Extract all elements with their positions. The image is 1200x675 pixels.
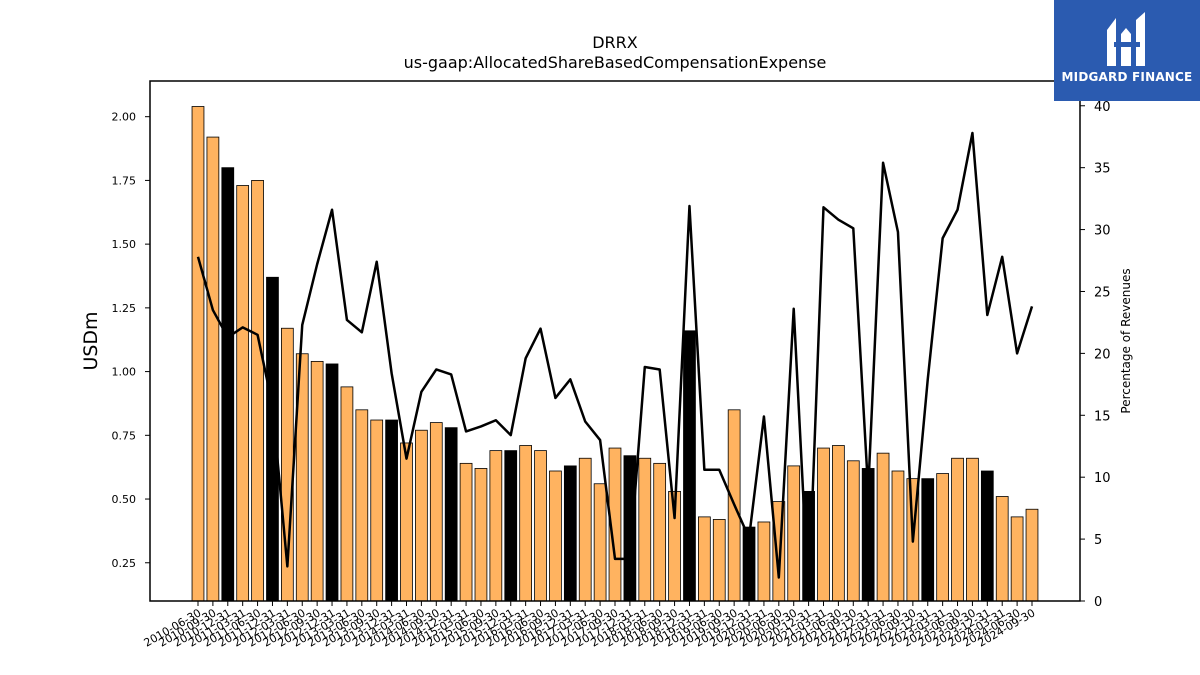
bar xyxy=(593,483,607,602)
y-tick-label: 1.00 xyxy=(112,366,137,379)
bar xyxy=(757,521,771,602)
bar xyxy=(385,419,398,602)
percentage-line xyxy=(196,131,1034,602)
bar xyxy=(310,360,324,602)
bar xyxy=(832,445,845,602)
bar xyxy=(459,462,473,602)
bar xyxy=(787,465,801,602)
bar xyxy=(519,445,533,602)
bar xyxy=(1010,516,1024,602)
y2-tick-label: 35 xyxy=(1094,162,1111,177)
x-axis: 2010-06-302010-09-302010-12-312011-03-31… xyxy=(142,601,1038,650)
bar xyxy=(698,516,711,602)
midgard-finance-logo: MIDGARD FINANCE xyxy=(1054,0,1200,101)
bar xyxy=(683,330,696,602)
bar xyxy=(191,106,205,602)
bar xyxy=(638,457,652,602)
bar xyxy=(876,452,890,602)
bar xyxy=(549,470,562,602)
chart-title: DRRX xyxy=(592,33,638,52)
y2-tick-label: 0 xyxy=(1094,595,1102,610)
y-tick-label: 1.25 xyxy=(112,302,137,315)
y-axis-right: 0 5 10 15 20 25 30 35 40 xyxy=(1080,100,1111,610)
y-tick-label: 1.50 xyxy=(112,238,137,251)
y2-tick-label: 40 xyxy=(1094,100,1111,115)
bar xyxy=(891,470,905,602)
bar xyxy=(221,167,235,602)
y-axis-label: USDm xyxy=(80,311,102,370)
bar xyxy=(370,419,384,602)
bar xyxy=(712,519,726,602)
bar xyxy=(980,470,994,602)
y-axis-left: 0.25 0.50 0.75 1.00 1.25 1.50 1.75 2.00 xyxy=(112,111,150,570)
y2-tick-label: 20 xyxy=(1094,347,1111,362)
bar xyxy=(236,185,250,602)
y-tick-label: 0.50 xyxy=(112,493,137,506)
bar xyxy=(921,478,935,602)
bar xyxy=(429,422,443,602)
y2-tick-label: 10 xyxy=(1094,471,1111,486)
bar xyxy=(966,457,979,602)
y2-tick-label: 30 xyxy=(1094,224,1111,239)
y2-tick-label: 5 xyxy=(1094,533,1102,548)
bar xyxy=(400,442,413,602)
bar xyxy=(653,462,667,602)
bar xyxy=(936,473,950,602)
bar xyxy=(504,450,518,602)
bar xyxy=(951,457,964,602)
bar xyxy=(474,468,488,602)
bar xyxy=(340,386,354,602)
y-tick-label: 2.00 xyxy=(112,111,137,124)
bar xyxy=(817,447,830,602)
bar xyxy=(206,136,220,602)
y-tick-label: 1.75 xyxy=(112,174,137,187)
bar xyxy=(251,180,264,602)
bar xyxy=(995,496,1009,602)
bar xyxy=(846,460,860,602)
y2-axis-label: Percentage of Revenues xyxy=(1119,268,1133,413)
y-tick-label: 0.25 xyxy=(112,557,137,570)
bar xyxy=(444,427,458,602)
bar xyxy=(563,465,577,602)
bar xyxy=(623,455,637,602)
bar xyxy=(489,450,503,602)
chart-subtitle: us-gaap:AllocatedShareBasedCompensationE… xyxy=(404,53,827,72)
bar xyxy=(325,363,339,602)
logo-text: MIDGARD FINANCE xyxy=(1061,70,1193,84)
bar xyxy=(355,409,369,602)
bar xyxy=(578,457,592,602)
bar xyxy=(1025,508,1039,602)
midgard-logo-icon xyxy=(1107,12,1145,66)
bar xyxy=(415,429,428,602)
y2-tick-label: 25 xyxy=(1094,285,1111,300)
bar xyxy=(534,450,547,602)
y2-tick-label: 15 xyxy=(1094,409,1111,424)
y-tick-label: 0.75 xyxy=(112,429,137,442)
